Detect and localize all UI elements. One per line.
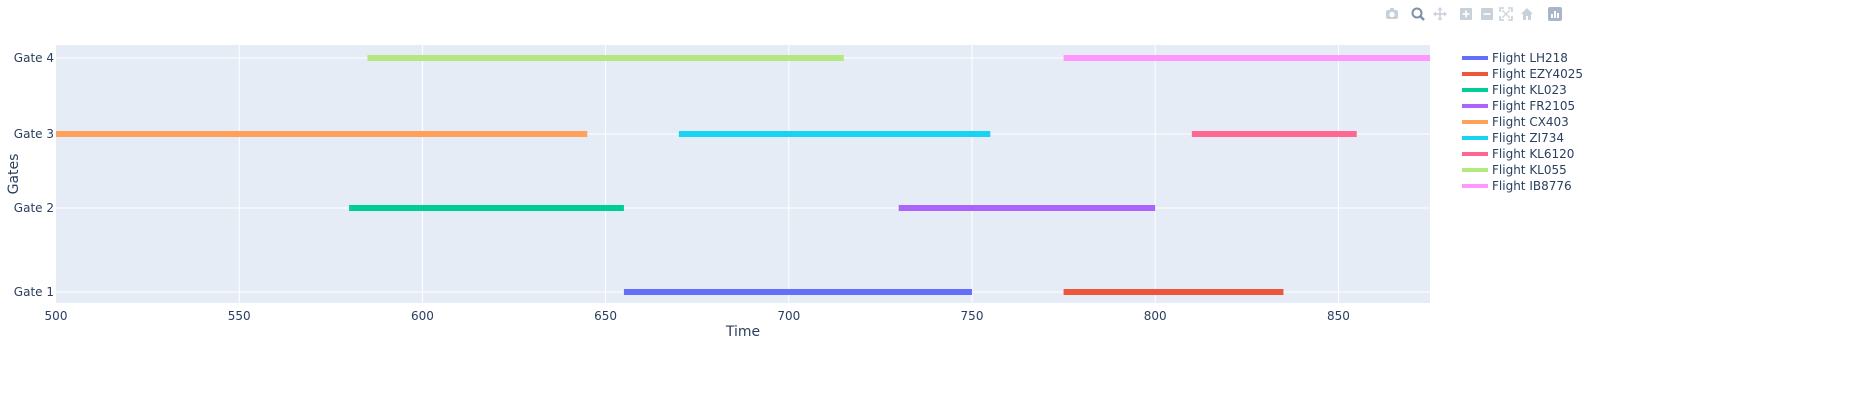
x-tick-label: 750	[961, 309, 984, 323]
plotly-logo-icon[interactable]	[1548, 7, 1562, 21]
y-axis-ticks: Gate 1 Gate 2 Gate 3 Gate 4	[14, 51, 54, 299]
legend-label: Flight KL6120	[1492, 147, 1574, 161]
legend-item[interactable]: Flight KL055	[1462, 163, 1567, 177]
legend-label: Flight KL055	[1492, 163, 1567, 177]
zoom-in-icon[interactable]	[1460, 8, 1472, 20]
y-tick-label: Gate 3	[14, 127, 54, 141]
x-tick-label: 850	[1327, 309, 1350, 323]
x-tick-label: 650	[594, 309, 617, 323]
x-tick-label: 600	[411, 309, 434, 323]
y-tick-label: Gate 4	[14, 51, 54, 65]
flight-bars	[56, 55, 1430, 295]
plot-area	[56, 45, 1430, 303]
autoscale-icon[interactable]	[1499, 7, 1513, 21]
y-tick-label: Gate 1	[14, 285, 54, 299]
home-icon[interactable]	[1521, 8, 1533, 20]
legend-item[interactable]: Flight EZY4025	[1462, 67, 1583, 81]
x-tick-label: 800	[1144, 309, 1167, 323]
y-tick-label: Gate 2	[14, 201, 54, 215]
legend-item[interactable]: Flight IB8776	[1462, 179, 1572, 193]
legend-item[interactable]: Flight LH218	[1462, 51, 1568, 65]
pan-icon[interactable]	[1433, 7, 1447, 21]
x-tick-label: 500	[45, 309, 68, 323]
legend-label: Flight IB8776	[1492, 179, 1572, 193]
x-axis-title: Time	[725, 324, 760, 340]
legend-label: Flight EZY4025	[1492, 67, 1583, 81]
legend-label: Flight CX403	[1492, 115, 1569, 129]
legend-item[interactable]: Flight KL6120	[1462, 147, 1574, 161]
legend-item[interactable]: Flight FR2105	[1462, 99, 1575, 113]
legend-item[interactable]: Flight ZI734	[1462, 131, 1564, 145]
legend-label: Flight LH218	[1492, 51, 1568, 65]
legend-label: Flight KL023	[1492, 83, 1567, 97]
legend-item[interactable]: Flight CX403	[1462, 115, 1569, 129]
legend-item[interactable]: Flight KL023	[1462, 83, 1567, 97]
legend[interactable]: Flight LH218 Flight EZY4025 Flight KL023 Fl…	[1462, 51, 1583, 193]
legend-label: Flight ZI734	[1492, 131, 1564, 145]
zoom-icon[interactable]	[1411, 7, 1425, 21]
camera-icon[interactable]	[1386, 8, 1398, 19]
y-axis-title: Gates	[6, 154, 22, 195]
x-axis-ticks: 500 550 600 650 700 750 800 850	[45, 309, 1350, 323]
legend-label: Flight FR2105	[1492, 99, 1575, 113]
modebar	[1386, 7, 1562, 21]
x-tick-label: 550	[228, 309, 251, 323]
zoom-out-icon[interactable]	[1481, 8, 1493, 20]
x-tick-label: 700	[777, 309, 800, 323]
